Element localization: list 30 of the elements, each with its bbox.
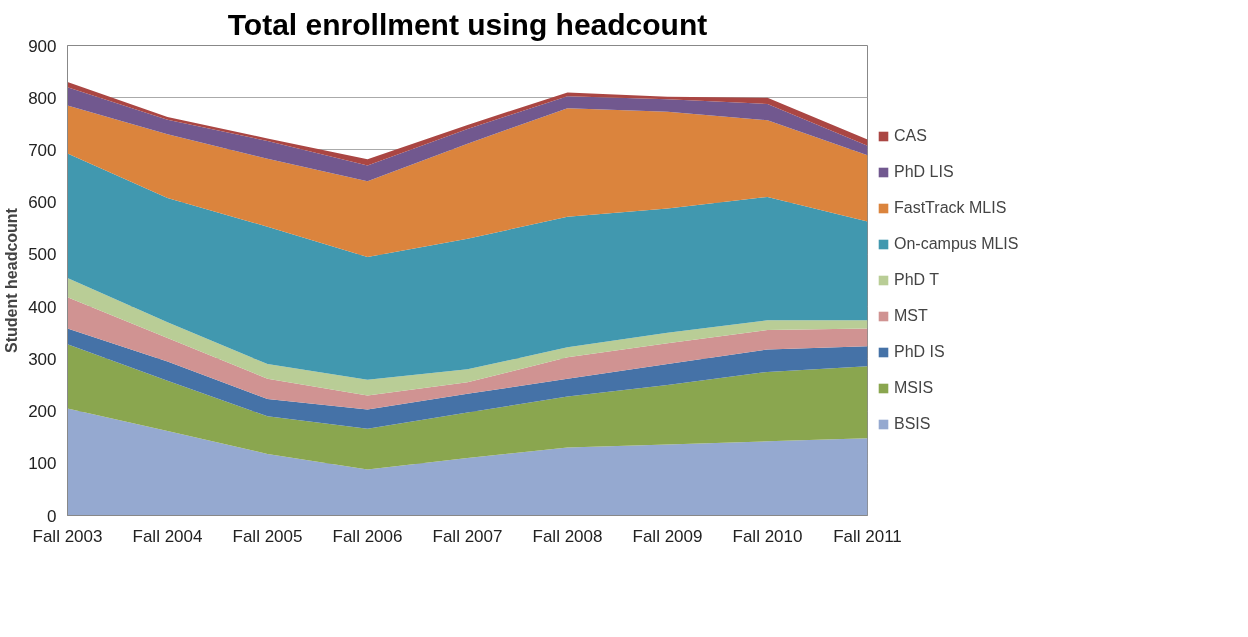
legend-label: MST xyxy=(894,307,928,325)
x-tick-label: Fall 2004 xyxy=(132,526,203,546)
legend-label: FastTrack MLIS xyxy=(894,199,1007,217)
y-tick-label: 900 xyxy=(28,36,57,56)
y-tick-label: 700 xyxy=(28,140,57,160)
x-tick-label: Fall 2007 xyxy=(432,526,503,546)
y-axis-title: Student headcount xyxy=(3,207,21,353)
x-tick-label: Fall 2008 xyxy=(532,526,603,546)
legend-label: PhD T xyxy=(894,271,940,289)
y-tick-label: 500 xyxy=(28,245,57,265)
legend-label: MSIS xyxy=(894,379,934,397)
x-tick-label: Fall 2005 xyxy=(232,526,303,546)
y-tick-label: 400 xyxy=(28,297,57,317)
legend-label: BSIS xyxy=(894,415,931,433)
legend-label: PhD LIS xyxy=(894,163,954,181)
x-tick-label: Fall 2006 xyxy=(332,526,403,546)
y-tick-label: 100 xyxy=(28,454,57,474)
y-tick-label: 0 xyxy=(47,506,57,526)
legend-label: PhD IS xyxy=(894,343,945,361)
y-tick-label: 600 xyxy=(28,193,57,213)
legend-label: CAS xyxy=(894,127,927,145)
chart-title: Total enrollment using headcount xyxy=(227,7,708,41)
x-tick-label: Fall 2011 xyxy=(833,526,902,546)
x-tick-label: Fall 2003 xyxy=(32,526,103,546)
legend-label: On-campus MLIS xyxy=(894,235,1019,253)
x-tick-label: Fall 2009 xyxy=(632,526,703,546)
y-tick-label: 800 xyxy=(28,88,57,108)
x-tick-label: Fall 2010 xyxy=(732,526,803,546)
y-tick-label: 200 xyxy=(28,402,57,422)
y-tick-label: 300 xyxy=(28,349,57,369)
